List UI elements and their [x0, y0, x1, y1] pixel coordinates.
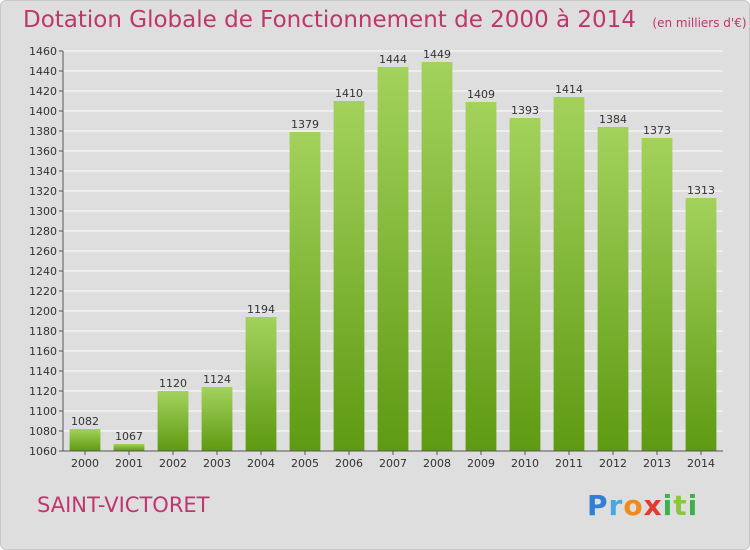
axes: 1060 1080 1100 1120 1140 1160 1180 1200 1220 1240…: [29, 45, 723, 470]
y-tick-label: 1060: [29, 445, 57, 458]
bar: [421, 62, 453, 451]
logo-letter: i: [687, 489, 699, 522]
proxiti-logo: Proxiti: [587, 489, 698, 522]
title-row: Dotation Globale de Fonctionnement de 20…: [23, 7, 747, 33]
x-tick-label: 2003: [203, 457, 231, 470]
x-tick-label: 2013: [643, 457, 671, 470]
y-tick-label: 1300: [29, 205, 57, 218]
y-tick-label: 1400: [29, 105, 57, 118]
bar: [553, 97, 585, 451]
chart-subtitle: (en milliers d'€): [652, 16, 747, 30]
x-tick-label: 2009: [467, 457, 495, 470]
x-tick-label: 2000: [71, 457, 99, 470]
logo-letter: x: [643, 489, 663, 522]
bar-value-label: 1373: [643, 124, 671, 137]
y-tick-label: 1240: [29, 265, 57, 278]
bar: [69, 429, 101, 451]
bar: [333, 101, 365, 451]
x-tick-label: 2004: [247, 457, 275, 470]
y-tick-label: 1380: [29, 125, 57, 138]
bar: [245, 317, 277, 451]
logo-letter: P: [587, 489, 609, 522]
bar-value-label: 1067: [115, 430, 143, 443]
y-tick-label: 1180: [29, 325, 57, 338]
y-tick-label: 1440: [29, 65, 57, 78]
y-tick-label: 1200: [29, 305, 57, 318]
chart-title: Dotation Globale de Fonctionnement de 20…: [23, 7, 636, 33]
bar-value-label: 1124: [203, 373, 231, 386]
x-tick-label: 2001: [115, 457, 143, 470]
y-tick-label: 1280: [29, 225, 57, 238]
bar: [201, 387, 233, 451]
y-tick-label: 1460: [29, 45, 57, 58]
y-tick-label: 1100: [29, 405, 57, 418]
bar-value-label: 1379: [291, 118, 319, 131]
x-tick-label: 2005: [291, 457, 319, 470]
x-tick-label: 2008: [423, 457, 451, 470]
y-tick-label: 1160: [29, 345, 57, 358]
x-tick-label: 2012: [599, 457, 627, 470]
bar: [157, 391, 189, 451]
y-tick-label: 1220: [29, 285, 57, 298]
bar: [641, 138, 673, 451]
logo-letter: t: [673, 489, 688, 522]
x-tick-label: 2011: [555, 457, 583, 470]
x-tick-label: 2006: [335, 457, 363, 470]
x-tick-label: 2014: [687, 457, 715, 470]
bar-value-label: 1393: [511, 104, 539, 117]
y-tick-label: 1340: [29, 165, 57, 178]
y-tick-label: 1260: [29, 245, 57, 258]
bar-value-label: 1384: [599, 113, 627, 126]
place-name: SAINT-VICTORET: [37, 493, 210, 517]
logo-letter: o: [623, 489, 644, 522]
y-tick-label: 1320: [29, 185, 57, 198]
bar-value-label: 1410: [335, 87, 363, 100]
bars: 1082 1067 1120 1124 1194 1379 1410 1444 1449 1409…: [69, 48, 717, 451]
y-tick-label: 1360: [29, 145, 57, 158]
bar-value-label: 1120: [159, 377, 187, 390]
y-tick-label: 1140: [29, 365, 57, 378]
bar-value-label: 1444: [379, 53, 407, 66]
bar: [377, 67, 409, 451]
logo-letter: i: [662, 489, 674, 522]
x-tick-label: 2002: [159, 457, 187, 470]
bar: [597, 127, 629, 451]
y-tick-label: 1080: [29, 425, 57, 438]
bar: [289, 132, 321, 451]
y-tick-label: 1420: [29, 85, 57, 98]
y-tick-label: 1120: [29, 385, 57, 398]
bar-value-label: 1409: [467, 88, 495, 101]
x-tick-label: 2010: [511, 457, 539, 470]
x-tick-label: 2007: [379, 457, 407, 470]
bar: [465, 102, 497, 451]
bar-value-label: 1194: [247, 303, 275, 316]
bar: [685, 198, 717, 451]
bar-value-label: 1414: [555, 83, 583, 96]
bar-value-label: 1313: [687, 184, 715, 197]
bar-value-label: 1449: [423, 48, 451, 61]
logo-letter: r: [608, 489, 624, 522]
bar: [509, 118, 541, 451]
bar-value-label: 1082: [71, 415, 99, 428]
bar: [113, 444, 145, 451]
